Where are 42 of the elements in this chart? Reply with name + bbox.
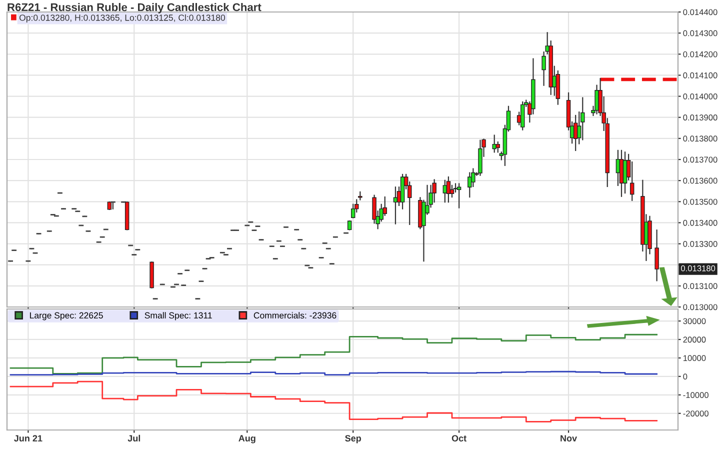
y-tick-label: 20000 <box>683 336 706 343</box>
x-tick-label: Jun 21 <box>14 435 42 442</box>
y-tick-label: 0.014000 <box>683 93 718 100</box>
x-tick-label: Nov <box>560 435 578 442</box>
annotation: 0.013180 <box>681 265 716 272</box>
y-tick-label: 0.014300 <box>683 30 718 36</box>
y-tick-label: 0.013300 <box>683 240 718 247</box>
y-tick-label: 0.014100 <box>683 72 718 78</box>
candlestick <box>492 134 496 153</box>
candlestick <box>468 172 472 198</box>
x-tick-label: Aug <box>238 435 256 444</box>
x-tick-label: Oct <box>452 435 466 442</box>
y-tick-label: 0.013000 <box>683 304 718 310</box>
y-tick-label: 0.013900 <box>683 114 718 120</box>
candlestick <box>630 161 634 201</box>
legend-label: Small Spec: 1311 <box>144 312 212 320</box>
legend-label: Large Spec: 22625 <box>30 312 103 320</box>
y-tick-label: 10000 <box>683 355 706 362</box>
y-tick-label: 0.014200 <box>683 51 718 58</box>
x-tick-label: Sep <box>345 435 362 444</box>
candlestick <box>446 176 451 203</box>
y-tick-label: 0.014400 <box>683 9 718 16</box>
x-tick-label: Jul <box>128 434 140 442</box>
candlestick <box>580 97 585 140</box>
y-tick-label: -20000 <box>683 410 708 416</box>
y-tick-label: 30000 <box>683 318 706 324</box>
candlestick <box>496 141 500 153</box>
y-tick-label: 0.013800 <box>683 136 718 142</box>
candlestick <box>450 184 454 198</box>
candlestick <box>520 101 525 130</box>
chart-title: R6Z21 - Russian Ruble - Daily Candlestick Chart <box>8 3 262 14</box>
y-tick-label: 0.013600 <box>683 178 718 184</box>
legend-label: Commercials: -23936 <box>254 312 336 318</box>
candlestick <box>456 183 462 208</box>
y-tick-label: 0.013700 <box>683 156 718 163</box>
y-tick-label: -10000 <box>683 392 708 398</box>
y-tick-label: 0 <box>683 374 688 380</box>
y-tick-label: 0.013500 <box>683 198 718 205</box>
candlestick <box>654 230 659 282</box>
y-tick-label: 0.013400 <box>683 220 718 226</box>
y-tick-label: 0.013100 <box>683 283 718 290</box>
annotation: Op:0.013280, H:0.013365, Lo:0.013125, Cl:0.013180 <box>19 14 226 23</box>
